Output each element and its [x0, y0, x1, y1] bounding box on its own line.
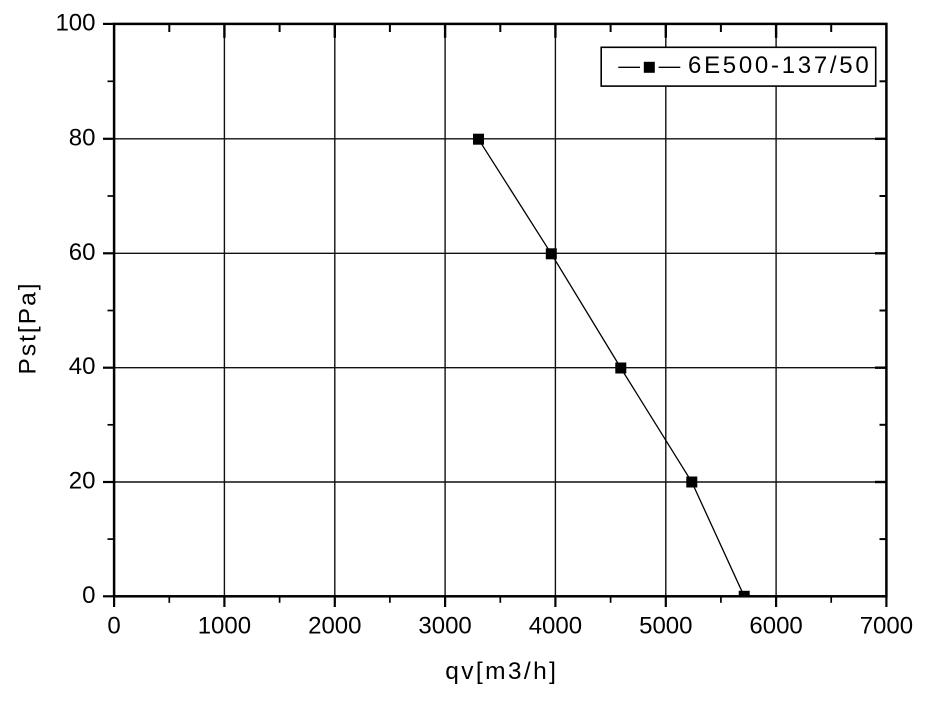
svg-text:80: 80	[69, 124, 96, 151]
svg-text:20: 20	[69, 468, 96, 495]
svg-text:3000: 3000	[418, 612, 471, 639]
svg-text:Pst[Pa]: Pst[Pa]	[14, 282, 41, 375]
svg-text:1000: 1000	[198, 612, 251, 639]
svg-text:40: 40	[69, 353, 96, 380]
svg-text:0: 0	[107, 612, 120, 639]
svg-text:qv[m3/h]: qv[m3/h]	[445, 658, 558, 685]
svg-text:6000: 6000	[749, 612, 802, 639]
svg-text:100: 100	[55, 9, 95, 36]
svg-text:6E500-137/50: 6E500-137/50	[688, 52, 871, 79]
svg-text:0: 0	[82, 582, 95, 609]
svg-text:4000: 4000	[529, 612, 582, 639]
svg-text:60: 60	[69, 239, 96, 266]
svg-text:2000: 2000	[308, 612, 361, 639]
svg-text:7000: 7000	[860, 612, 913, 639]
svg-text:5000: 5000	[639, 612, 692, 639]
